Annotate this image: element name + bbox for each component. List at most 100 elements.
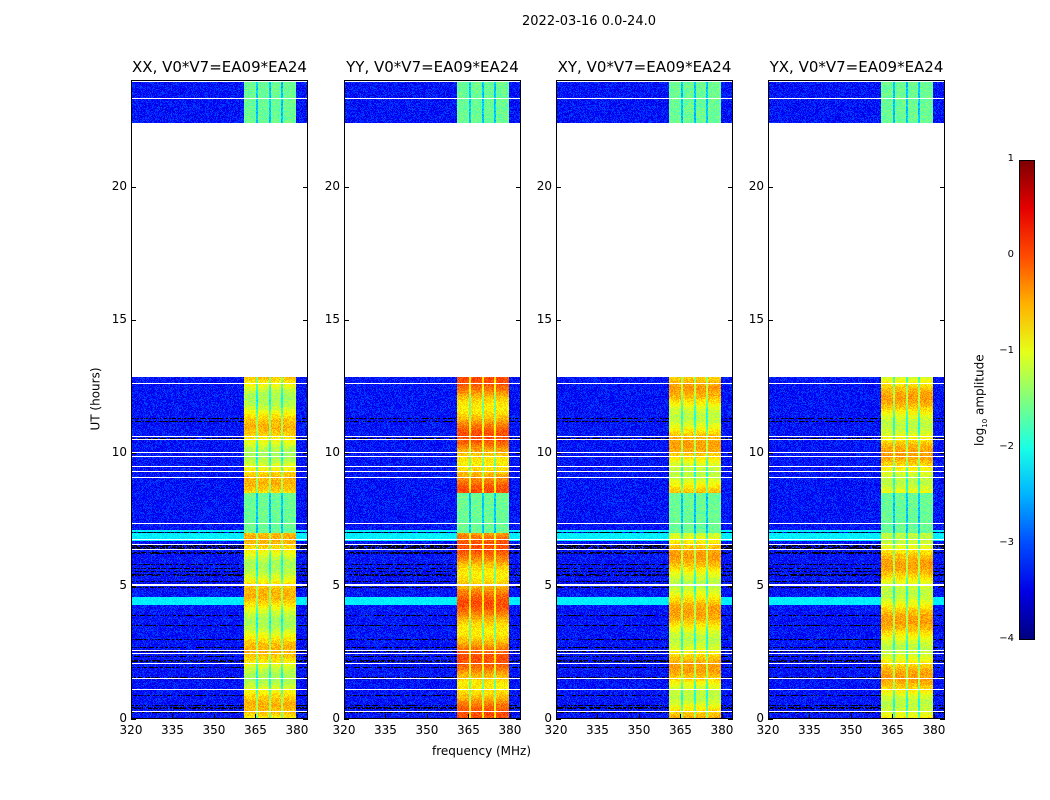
heatmap-yy <box>344 80 521 719</box>
y-axis-label: UT (hours) <box>88 367 103 431</box>
colorbar-tick-label: −4 <box>999 633 1014 644</box>
y-tick-mark <box>728 319 733 321</box>
y-tick-label: 10 <box>536 444 552 459</box>
x-tick-label: 350 <box>202 723 226 737</box>
panel-title: XY, V0*V7=EA09*EA24 <box>557 58 732 76</box>
x-axis-label: frequency (MHz) <box>432 744 532 758</box>
heatmap-xx <box>131 80 308 719</box>
y-tick-mark <box>728 186 733 188</box>
x-tick-label: 350 <box>839 723 863 737</box>
y-tick-label: 0 <box>332 711 340 725</box>
y-tick-mark <box>303 186 308 188</box>
y-tick-mark <box>940 585 945 587</box>
y-tick-label: 15 <box>536 311 552 326</box>
x-tick-mark <box>172 714 174 719</box>
y-tick-mark <box>940 186 945 188</box>
panel-title: YY, V0*V7=EA09*EA24 <box>346 58 519 76</box>
y-tick-label: 0 <box>119 711 127 725</box>
colorbar <box>1019 160 1035 640</box>
x-tick-label: 320 <box>119 723 143 737</box>
x-tick-label: 380 <box>498 723 522 737</box>
y-tick-mark <box>344 585 349 587</box>
y-tick-mark <box>768 319 773 321</box>
colorbar-tick-label: −1 <box>999 345 1014 356</box>
y-tick-mark <box>768 719 773 720</box>
x-tick-mark <box>255 714 257 719</box>
y-tick-label: 20 <box>111 178 127 193</box>
y-tick-mark <box>728 452 733 454</box>
y-tick-mark <box>516 186 521 188</box>
colorbar-tick-label: −3 <box>999 537 1014 548</box>
y-tick-label: 20 <box>536 178 552 193</box>
y-tick-label: 0 <box>544 711 552 725</box>
y-tick-label: 15 <box>748 311 764 326</box>
x-tick-mark <box>556 714 557 719</box>
y-tick-mark <box>556 452 561 454</box>
y-tick-mark <box>940 452 945 454</box>
y-tick-mark <box>344 186 349 188</box>
y-tick-label: 5 <box>756 577 764 592</box>
x-tick-mark <box>426 714 428 719</box>
x-tick-label: 335 <box>374 723 397 737</box>
y-tick-mark <box>131 452 136 454</box>
y-tick-label: 5 <box>544 577 552 592</box>
x-tick-label: 365 <box>244 723 267 737</box>
x-tick-mark <box>638 714 640 719</box>
y-tick-label: 15 <box>324 311 340 326</box>
colorbar-label: log10 amplitude <box>972 354 990 447</box>
x-tick-mark <box>344 714 345 719</box>
heatmap-xy <box>556 80 733 719</box>
x-tick-mark <box>296 714 298 719</box>
x-tick-label: 320 <box>756 723 780 737</box>
y-tick-mark <box>516 319 521 321</box>
y-tick-label: 5 <box>332 577 340 592</box>
x-tick-mark <box>385 714 387 719</box>
y-tick-mark <box>516 719 521 720</box>
y-tick-mark <box>344 452 349 454</box>
x-tick-label: 335 <box>798 723 821 737</box>
panel-title: YX, V0*V7=EA09*EA24 <box>769 58 944 76</box>
x-tick-mark <box>213 714 215 719</box>
y-tick-mark <box>556 585 561 587</box>
x-tick-mark <box>768 714 769 719</box>
y-tick-mark <box>768 452 773 454</box>
y-tick-mark <box>728 719 733 720</box>
heatmap-yx <box>768 80 945 719</box>
x-tick-label: 335 <box>586 723 609 737</box>
x-tick-label: 365 <box>881 723 904 737</box>
x-tick-label: 320 <box>544 723 568 737</box>
x-tick-label: 365 <box>669 723 692 737</box>
x-tick-mark <box>509 714 511 719</box>
plot-frame <box>131 80 308 719</box>
y-tick-mark <box>556 186 561 188</box>
y-tick-label: 0 <box>756 711 764 725</box>
y-tick-label: 20 <box>324 178 340 193</box>
x-tick-mark <box>892 714 894 719</box>
x-tick-label: 365 <box>457 723 480 737</box>
y-tick-mark <box>768 186 773 188</box>
y-tick-mark <box>556 319 561 321</box>
y-tick-mark <box>556 719 561 720</box>
y-tick-mark <box>940 719 945 720</box>
panel-title: XX, V0*V7=EA09*EA24 <box>132 58 307 76</box>
colorbar-tick-label: 0 <box>1007 249 1014 260</box>
x-tick-label: 380 <box>922 723 946 737</box>
x-tick-mark <box>468 714 470 719</box>
colorbar-tick-label: −2 <box>999 441 1014 452</box>
x-tick-label: 380 <box>710 723 734 737</box>
y-tick-mark <box>131 585 136 587</box>
y-tick-label: 20 <box>748 178 764 193</box>
y-tick-mark <box>303 319 308 321</box>
y-tick-mark <box>303 585 308 587</box>
y-tick-mark <box>344 319 349 321</box>
y-tick-mark <box>303 719 308 720</box>
x-tick-label: 335 <box>161 723 184 737</box>
y-tick-mark <box>303 452 308 454</box>
plot-frame <box>768 80 945 719</box>
y-tick-label: 10 <box>111 444 127 459</box>
y-tick-mark <box>768 585 773 587</box>
x-tick-mark <box>680 714 682 719</box>
x-tick-mark <box>809 714 811 719</box>
x-tick-label: 350 <box>627 723 651 737</box>
y-tick-mark <box>344 719 349 720</box>
